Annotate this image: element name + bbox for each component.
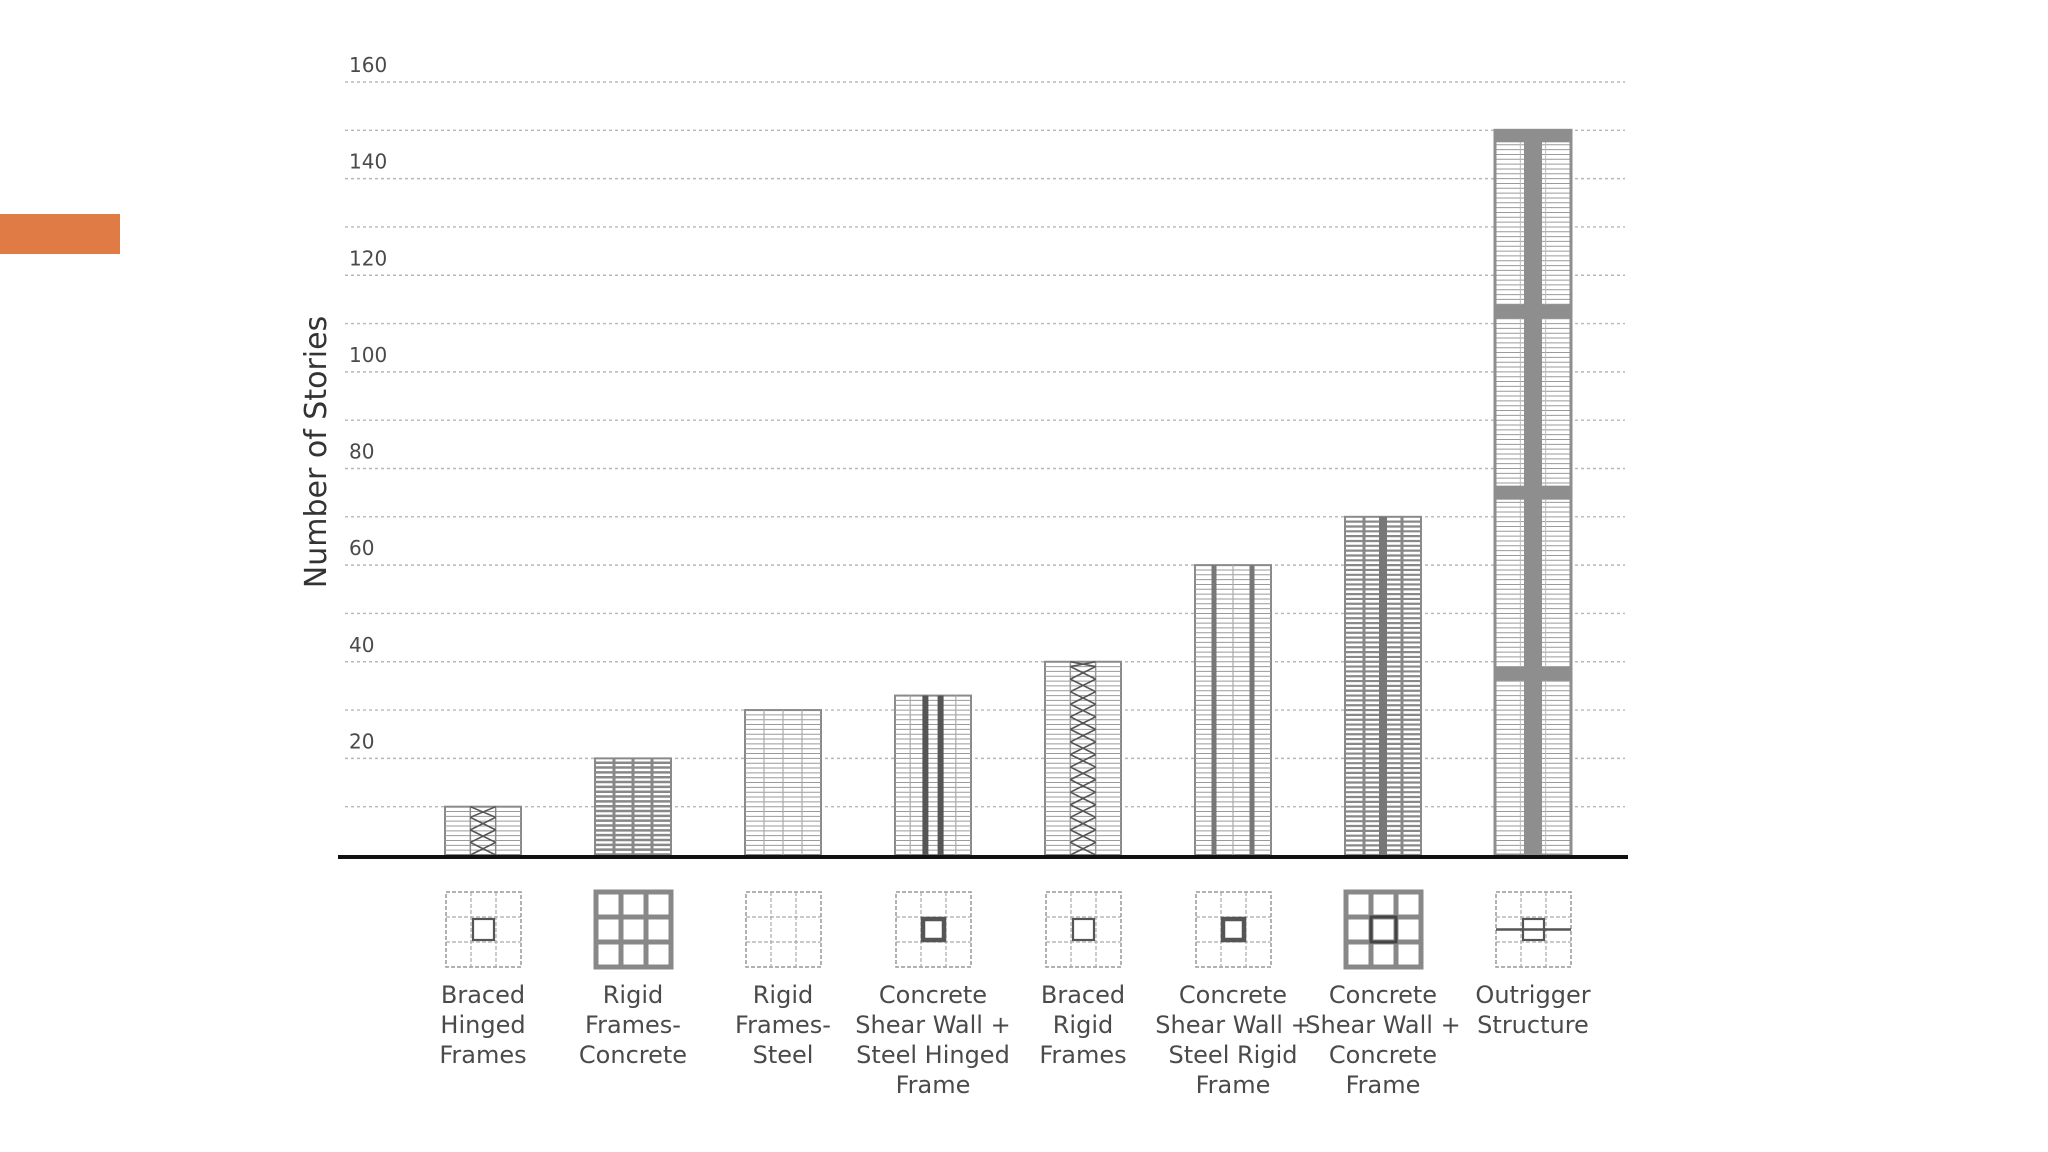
y-tick-label: 40: [349, 633, 374, 657]
plan-icon: [745, 891, 822, 968]
bar: [894, 694, 972, 856]
gridlines: [345, 81, 1625, 808]
y-tick-label: 100: [349, 343, 387, 367]
category-label: Rigid Frames-Concrete: [579, 981, 687, 1069]
bars: [444, 128, 1573, 857]
plan-icon: [1495, 891, 1572, 968]
bar: [1044, 660, 1122, 856]
plan-icon: [1045, 891, 1122, 968]
y-tick-label: 120: [349, 246, 387, 270]
category-label: Braced Hinged Frames: [439, 981, 526, 1069]
category-label: Outrigger Structure: [1475, 981, 1590, 1039]
category-label: Concrete Shear Wall + Concrete Frame: [1305, 981, 1460, 1099]
accent-bar: [0, 214, 120, 254]
y-tick-labels: 20 40 60 80 100 120 140 160: [349, 53, 387, 753]
plan-icons: [445, 889, 1572, 970]
bar: [744, 709, 822, 856]
y-axis-title: Number of Stories: [299, 316, 334, 588]
bar: [1344, 515, 1422, 857]
y-tick-label: 160: [349, 53, 387, 77]
bar: [1493, 128, 1573, 857]
category-label: Rigid Frames-Steel: [735, 981, 831, 1069]
y-tick-label: 140: [349, 150, 387, 174]
plan-icon: [1195, 891, 1272, 968]
plan-icon: [1343, 889, 1424, 970]
category-label: Concrete Shear Wall + Steel Hinged Frame: [855, 981, 1010, 1099]
category-labels: Braced Hinged Frames Rigid Frames-Concrete Ri…: [439, 981, 1590, 1099]
bar: [444, 805, 522, 856]
category-label: Braced Rigid Frames: [1039, 981, 1126, 1069]
bar: [1194, 564, 1272, 856]
y-tick-label: 20: [349, 729, 374, 753]
y-tick-label: 80: [349, 440, 374, 464]
category-label: Concrete Shear Wall + Steel Rigid Frame: [1155, 981, 1310, 1099]
y-tick-label: 60: [349, 536, 374, 560]
plan-icon: [593, 889, 674, 970]
plan-icon: [445, 891, 522, 968]
plan-icon: [895, 891, 972, 968]
bar: [594, 757, 672, 856]
